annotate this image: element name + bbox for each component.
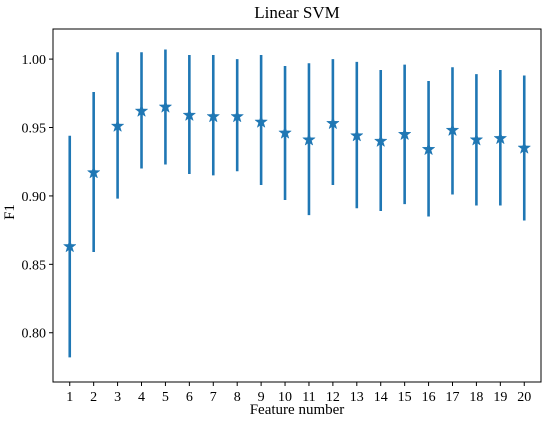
y-tick-label: 0.95	[22, 122, 47, 137]
x-tick-label: 12	[326, 390, 340, 405]
x-tick-label: 10	[278, 390, 292, 405]
data-point-star	[206, 109, 221, 123]
x-tick-label: 8	[234, 390, 241, 405]
data-point-star	[278, 125, 292, 139]
data-marks	[62, 49, 532, 358]
x-tick-label: 13	[350, 390, 364, 405]
data-point-star	[158, 99, 173, 113]
data-point-star	[302, 132, 316, 146]
x-tick-label: 11	[302, 390, 315, 405]
y-axis-label: F1	[2, 204, 18, 220]
y-tick-label: 0.80	[22, 327, 47, 342]
data-point-star	[110, 118, 125, 133]
data-point-star	[517, 140, 532, 154]
x-tick-label: 1	[66, 390, 73, 405]
y-tick-label: 0.90	[22, 190, 47, 205]
data-point-star	[230, 109, 245, 123]
x-tick-label: 6	[186, 390, 193, 405]
x-tick-label: 17	[445, 390, 459, 405]
x-tick-label: 7	[210, 390, 217, 405]
x-tick-label: 4	[138, 390, 145, 405]
chart-title: Linear SVM	[254, 3, 339, 22]
x-tick-label: 9	[258, 390, 265, 405]
data-point-star	[421, 142, 436, 156]
data-point-star	[397, 127, 412, 141]
x-axis-label: Feature number	[250, 402, 345, 418]
data-point-star	[349, 128, 364, 142]
plot-frame	[52, 28, 542, 383]
axis-ticks: 0.800.850.900.951.001 2 3 4 5 6 7 8 9 10 11 12 13 14 1…	[22, 53, 532, 405]
x-tick-label: 5	[162, 390, 169, 405]
data-point-star	[134, 103, 149, 117]
data-point-star	[86, 165, 101, 179]
x-tick-label: 14	[374, 390, 388, 405]
data-point-star	[62, 239, 77, 253]
x-tick-label: 2	[90, 390, 97, 405]
data-point-star	[469, 132, 484, 146]
y-tick-label: 1.00	[22, 53, 47, 68]
data-point-star	[373, 133, 388, 148]
x-tick-label: 16	[422, 390, 436, 405]
data-point-star	[182, 107, 197, 122]
x-tick-label: 3	[114, 390, 121, 405]
x-tick-label: 18	[469, 390, 483, 405]
data-point-star	[254, 114, 269, 128]
x-tick-label: 15	[398, 390, 412, 405]
x-tick-label: 19	[493, 390, 507, 405]
y-tick-label: 0.85	[22, 258, 47, 273]
data-point-star	[445, 122, 460, 137]
x-tick-label: 20	[517, 390, 531, 405]
data-point-star	[325, 116, 340, 130]
data-point-star	[493, 131, 508, 145]
